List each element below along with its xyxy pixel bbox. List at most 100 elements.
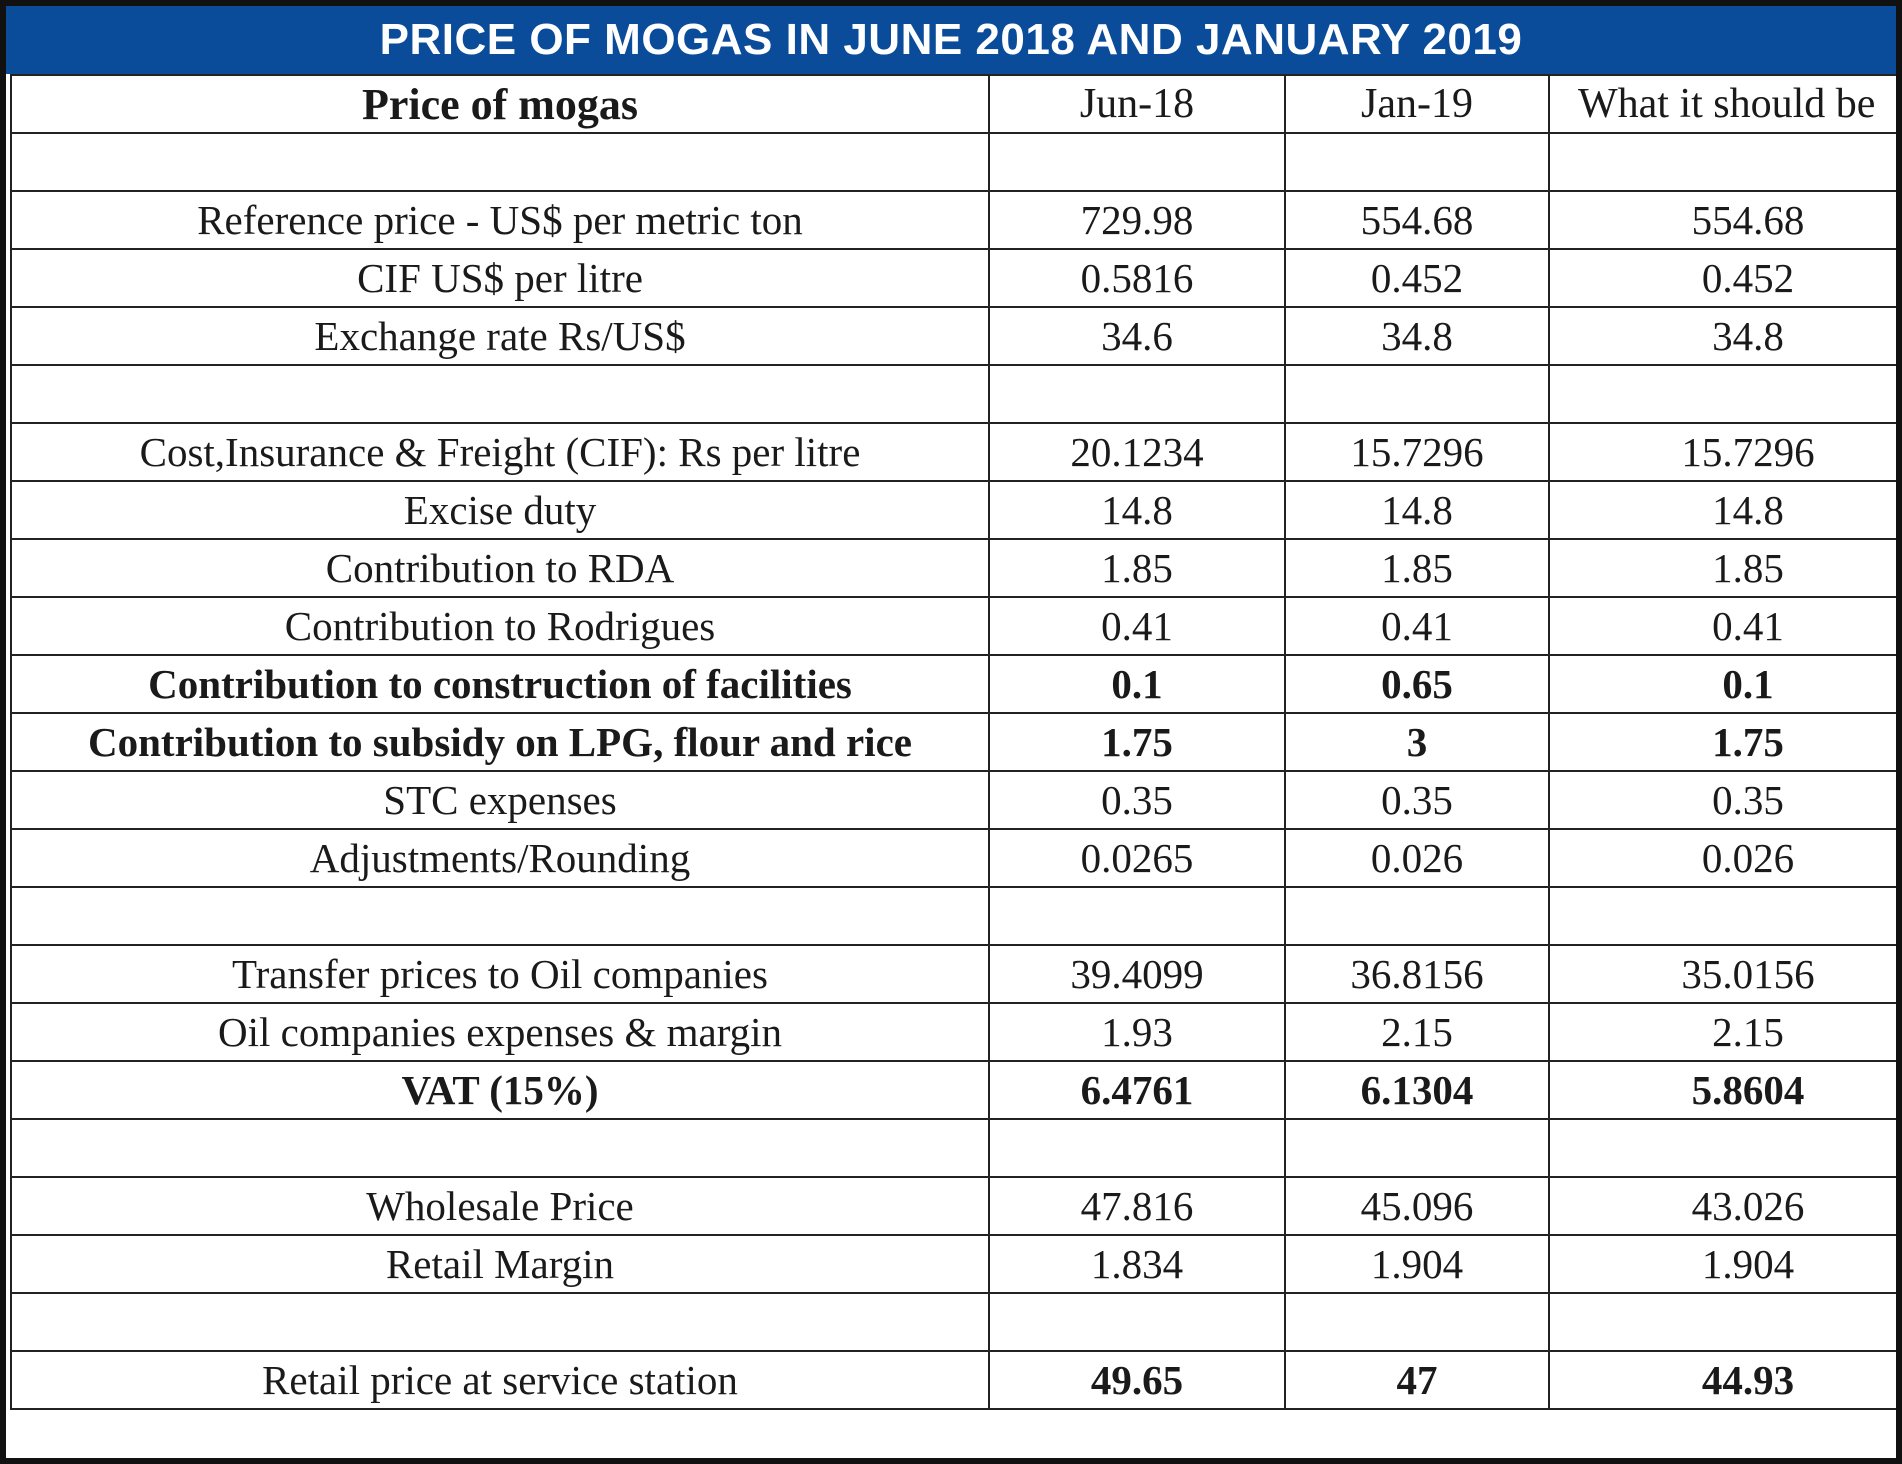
- cell-should-be: 5.8604: [1548, 1060, 1896, 1120]
- blank-row: [10, 364, 1896, 424]
- price-table: Price of mogas Jun-18 Jan-19 What it sho…: [10, 74, 1896, 1410]
- row-label: Cost,Insurance & Freight (CIF): Rs per l…: [10, 422, 990, 482]
- blank-row: [10, 1292, 1896, 1352]
- table-row: Adjustments/Rounding 0.0265 0.026 0.026: [10, 828, 1896, 888]
- cell-jan19: 0.026: [1284, 828, 1550, 888]
- cell-jun18: [988, 1292, 1286, 1352]
- row-label: Contribution to subsidy on LPG, flour an…: [10, 712, 990, 772]
- row-label: Reference price - US$ per metric ton: [10, 190, 990, 250]
- cell-should-be: 0.026: [1548, 828, 1896, 888]
- table-row: Contribution to RDA 1.85 1.85 1.85: [10, 538, 1896, 598]
- cell-should-be: 0.41: [1548, 596, 1896, 656]
- table-body: Price of mogas Jun-18 Jan-19 What it sho…: [10, 74, 1896, 1410]
- document-title: PRICE OF MOGAS IN JUNE 2018 AND JANUARY …: [379, 15, 1523, 64]
- cell-should-be: 554.68: [1548, 190, 1896, 250]
- cell-should-be: [1548, 886, 1896, 946]
- table-row: Retail price at service station 49.65 47 44…: [10, 1350, 1896, 1410]
- cell-jan19: 36.8156: [1284, 944, 1550, 1004]
- cell-jan19: 1.904: [1284, 1234, 1550, 1294]
- table-row: Excise duty 14.8 14.8 14.8: [10, 480, 1896, 540]
- table-row: Exchange rate Rs/US$ 34.6 34.8 34.8: [10, 306, 1896, 366]
- row-label: Retail Margin: [10, 1234, 990, 1294]
- cell-jan19: 0.41: [1284, 596, 1550, 656]
- cell-should-be: [1548, 132, 1896, 192]
- cell-jan19: 3: [1284, 712, 1550, 772]
- cell-jan19: 1.85: [1284, 538, 1550, 598]
- table-row: Contribution to construction of faciliti…: [10, 654, 1896, 714]
- table-row: CIF US$ per litre 0.5816 0.452 0.452: [10, 248, 1896, 308]
- cell-jun18: [988, 886, 1286, 946]
- table-row: Contribution to subsidy on LPG, flour an…: [10, 712, 1896, 772]
- cell-should-be: 15.7296: [1548, 422, 1896, 482]
- header-jan19: Jan-19: [1284, 74, 1550, 134]
- table-row: Oil companies expenses & margin 1.93 2.15 2…: [10, 1002, 1896, 1062]
- cell-should-be: 2.15: [1548, 1002, 1896, 1062]
- cell-should-be: 1.75: [1548, 712, 1896, 772]
- cell-jan19: [1284, 132, 1550, 192]
- cell-jan19: 0.35: [1284, 770, 1550, 830]
- row-label: [10, 132, 990, 192]
- cell-jan19: 15.7296: [1284, 422, 1550, 482]
- cell-jun18: 20.1234: [988, 422, 1286, 482]
- cell-jun18: [988, 132, 1286, 192]
- cell-jun18: 0.0265: [988, 828, 1286, 888]
- title-banner: PRICE OF MOGAS IN JUNE 2018 AND JANUARY …: [6, 6, 1896, 74]
- cell-should-be: 1.904: [1548, 1234, 1896, 1294]
- cell-jan19: 2.15: [1284, 1002, 1550, 1062]
- table-row: Wholesale Price 47.816 45.096 43.026: [10, 1176, 1896, 1236]
- cell-should-be: 14.8: [1548, 480, 1896, 540]
- table-row: Transfer prices to Oil companies 39.4099 3…: [10, 944, 1896, 1004]
- row-label: Excise duty: [10, 480, 990, 540]
- cell-jun18: 0.5816: [988, 248, 1286, 308]
- cell-jan19: [1284, 886, 1550, 946]
- cell-jun18: 0.35: [988, 770, 1286, 830]
- cell-jan19: [1284, 1118, 1550, 1178]
- header-should-be: What it should be: [1548, 74, 1896, 134]
- cell-should-be: 34.8: [1548, 306, 1896, 366]
- cell-should-be: 43.026: [1548, 1176, 1896, 1236]
- cell-should-be: 1.85: [1548, 538, 1896, 598]
- cell-jun18: 47.816: [988, 1176, 1286, 1236]
- blank-row: [10, 1118, 1896, 1178]
- table-row: VAT (15%) 6.4761 6.1304 5.8604: [10, 1060, 1896, 1120]
- row-label: Adjustments/Rounding: [10, 828, 990, 888]
- row-label: Retail price at service station: [10, 1350, 990, 1410]
- table-header-row: Price of mogas Jun-18 Jan-19 What it sho…: [10, 74, 1896, 134]
- row-label: [10, 1118, 990, 1178]
- table-row: Reference price - US$ per metric ton 729.…: [10, 190, 1896, 250]
- row-label: [10, 886, 990, 946]
- cell-should-be: 0.35: [1548, 770, 1896, 830]
- row-label: Contribution to construction of faciliti…: [10, 654, 990, 714]
- cell-jan19: 47: [1284, 1350, 1550, 1410]
- row-label: Exchange rate Rs/US$: [10, 306, 990, 366]
- cell-jun18: 1.85: [988, 538, 1286, 598]
- cell-jan19: 6.1304: [1284, 1060, 1550, 1120]
- row-label: CIF US$ per litre: [10, 248, 990, 308]
- cell-jan19: 0.452: [1284, 248, 1550, 308]
- row-label: Transfer prices to Oil companies: [10, 944, 990, 1004]
- row-label: [10, 1292, 990, 1352]
- cell-jan19: 554.68: [1284, 190, 1550, 250]
- cell-jan19: 34.8: [1284, 306, 1550, 366]
- row-label: STC expenses: [10, 770, 990, 830]
- cell-jun18: [988, 1118, 1286, 1178]
- table-row: STC expenses 0.35 0.35 0.35: [10, 770, 1896, 830]
- cell-jan19: 45.096: [1284, 1176, 1550, 1236]
- cell-should-be: 35.0156: [1548, 944, 1896, 1004]
- cell-should-be: 0.452: [1548, 248, 1896, 308]
- cell-jun18: 34.6: [988, 306, 1286, 366]
- cell-jun18: 1.75: [988, 712, 1286, 772]
- cell-should-be: 44.93: [1548, 1350, 1896, 1410]
- cell-jun18: 0.1: [988, 654, 1286, 714]
- cell-jun18: [988, 364, 1286, 424]
- cell-jan19: 0.65: [1284, 654, 1550, 714]
- table-row: Retail Margin 1.834 1.904 1.904: [10, 1234, 1896, 1294]
- row-label: Wholesale Price: [10, 1176, 990, 1236]
- cell-should-be: [1548, 1118, 1896, 1178]
- row-label: [10, 364, 990, 424]
- table-row: Cost,Insurance & Freight (CIF): Rs per l…: [10, 422, 1896, 482]
- blank-row: [10, 132, 1896, 192]
- cell-jun18: 0.41: [988, 596, 1286, 656]
- cell-jun18: 1.834: [988, 1234, 1286, 1294]
